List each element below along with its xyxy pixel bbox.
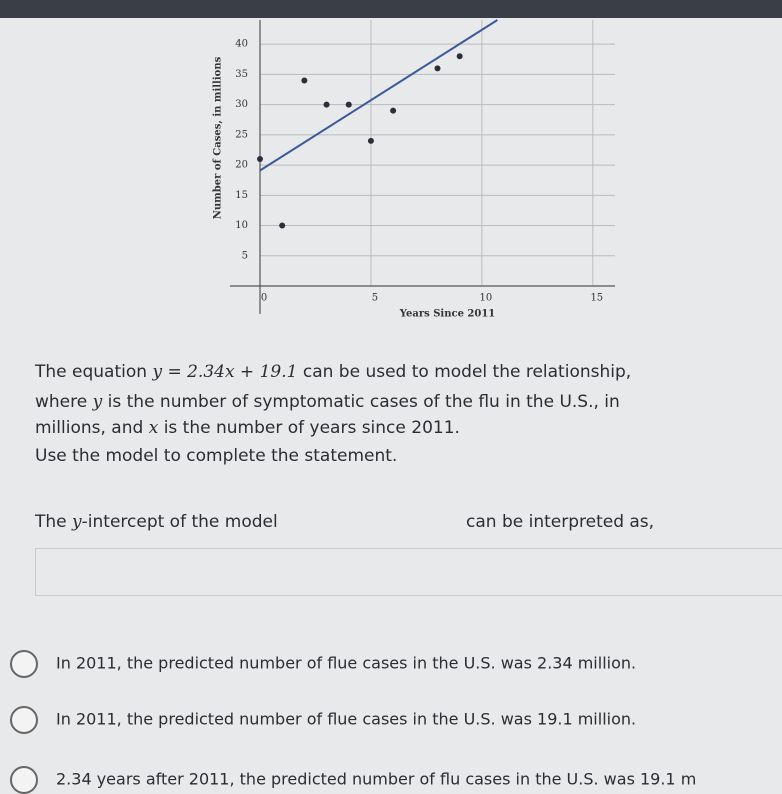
radio[interactable] bbox=[10, 706, 38, 734]
option-text: In 2011, the predicted number of flue ca… bbox=[56, 653, 637, 673]
point bbox=[456, 53, 463, 60]
point bbox=[257, 156, 263, 163]
text-line: millions, and x is the number of years s… bbox=[35, 418, 460, 438]
option-text: 2.34 years after 2011, the predicted num… bbox=[56, 769, 697, 789]
option[interactable]: In 2011, the predicted number of flue ca… bbox=[10, 650, 636, 678]
equation: y = 2.34x + 19.1 bbox=[152, 362, 298, 382]
point bbox=[301, 77, 308, 84]
statement: The y-intercept of the model bbox=[35, 512, 278, 532]
text: is the number of symptomatic cases of th… bbox=[107, 392, 620, 412]
y-tick-label: 15 bbox=[235, 190, 248, 201]
point bbox=[345, 101, 352, 108]
y-tick-label: 20 bbox=[235, 160, 248, 171]
point bbox=[390, 107, 397, 114]
y-tick-label: 25 bbox=[235, 129, 248, 140]
x-tick-label: 0 bbox=[261, 293, 267, 304]
trend-line bbox=[259, 19, 498, 172]
x-tick-label: 15 bbox=[590, 293, 603, 304]
text-line: where y is the number of symptomatic cas… bbox=[35, 392, 620, 412]
option[interactable]: 2.34 years after 2011, the predicted num… bbox=[10, 766, 696, 794]
text: The equation bbox=[35, 362, 148, 382]
option[interactable]: In 2011, the predicted number of flue ca… bbox=[10, 706, 636, 734]
statement-end: can be interpreted as, bbox=[466, 512, 655, 532]
y-axis-label: Number of Cases, in millions bbox=[213, 56, 224, 219]
answer-dropdown[interactable] bbox=[35, 548, 782, 596]
point bbox=[323, 101, 330, 108]
variable: y bbox=[92, 392, 103, 412]
chart: 5 10 15 20 25 30 35 40 0 5 10 15 Years Since 2011 Num… bbox=[213, 19, 615, 320]
y-tick-label: 40 bbox=[235, 39, 248, 50]
text: millions, and bbox=[35, 418, 144, 438]
y-tick-label: 30 bbox=[235, 99, 248, 110]
text: is the number of years since 2011. bbox=[163, 418, 460, 438]
variable: x bbox=[148, 418, 159, 438]
point bbox=[279, 222, 286, 229]
radio[interactable] bbox=[10, 650, 38, 678]
y-tick-label: 35 bbox=[235, 69, 248, 80]
instruction: Use the model to complete the statement. bbox=[35, 446, 398, 466]
point bbox=[367, 137, 374, 144]
text: where bbox=[35, 392, 88, 412]
x-axis-label: Years Since 2011 bbox=[399, 309, 496, 320]
text-line: The equation y = 2.34x + 19.1 can be use… bbox=[35, 362, 631, 382]
variable: y bbox=[72, 512, 82, 532]
text: can be used to model the relationship, bbox=[302, 362, 632, 382]
radio[interactable] bbox=[10, 766, 38, 794]
option-text: In 2011, the predicted number of flue ca… bbox=[56, 709, 637, 729]
point bbox=[434, 65, 441, 72]
top-bar bbox=[0, 0, 782, 18]
y-tick-label: 10 bbox=[235, 220, 248, 231]
text: The bbox=[35, 512, 67, 532]
x-tick-label: 10 bbox=[480, 293, 493, 304]
y-tick-label: 5 bbox=[242, 250, 248, 261]
text: -intercept of the model bbox=[81, 512, 278, 532]
x-tick-label: 5 bbox=[372, 293, 378, 304]
